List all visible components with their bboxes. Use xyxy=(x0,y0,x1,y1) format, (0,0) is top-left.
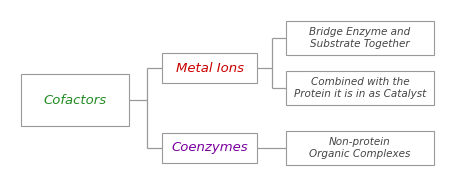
FancyBboxPatch shape xyxy=(286,131,434,165)
FancyBboxPatch shape xyxy=(163,133,257,163)
Text: Non-protein
Organic Complexes: Non-protein Organic Complexes xyxy=(310,137,410,159)
FancyBboxPatch shape xyxy=(286,71,434,105)
Text: Cofactors: Cofactors xyxy=(44,93,107,107)
Text: Combined with the
Protein it is in as Catalyst: Combined with the Protein it is in as Ca… xyxy=(294,77,426,99)
FancyBboxPatch shape xyxy=(286,21,434,55)
Text: Coenzymes: Coenzymes xyxy=(172,141,248,155)
FancyBboxPatch shape xyxy=(163,53,257,83)
Text: Bridge Enzyme and
Substrate Together: Bridge Enzyme and Substrate Together xyxy=(310,27,410,49)
FancyBboxPatch shape xyxy=(21,74,129,126)
Text: Metal Ions: Metal Ions xyxy=(176,61,244,75)
